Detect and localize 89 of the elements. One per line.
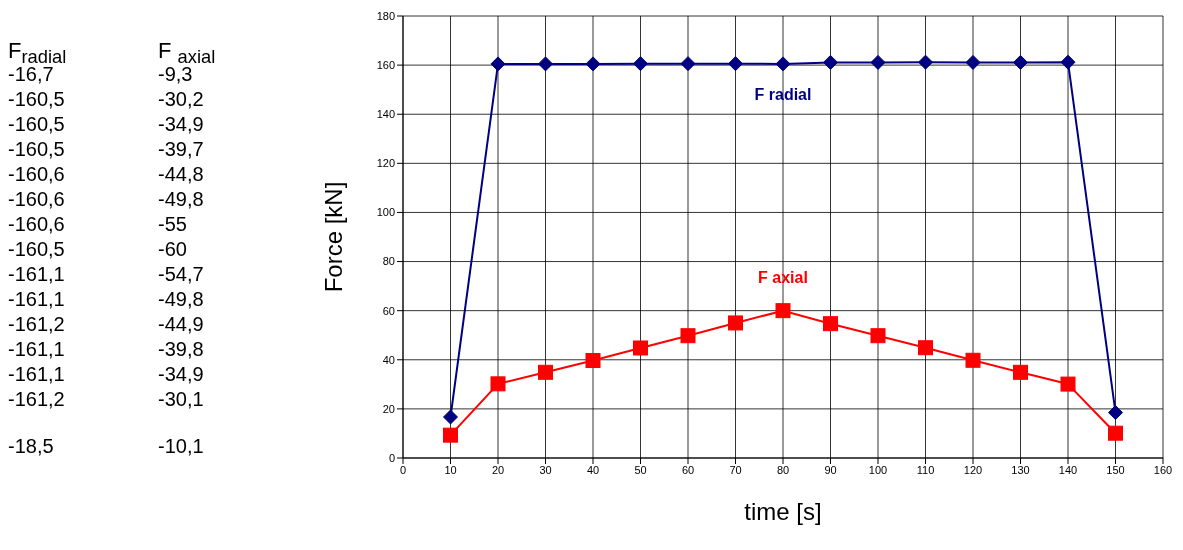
y-tick-label: 120 <box>376 157 395 170</box>
series-label: F radial <box>753 85 813 104</box>
text: -18,5 <box>8 435 55 459</box>
text: -161,2 <box>8 388 66 412</box>
point <box>1108 425 1123 441</box>
point <box>1013 54 1028 70</box>
x-tick-label: 0 <box>399 463 407 476</box>
text: -161,2 <box>8 313 66 337</box>
x-tick-label: 60 <box>681 463 695 476</box>
text: -44,9 <box>158 313 205 337</box>
point <box>965 54 981 70</box>
x-tick-label: 80 <box>776 463 790 476</box>
x-tick-label: 30 <box>539 463 552 476</box>
x-tick-label: 130 <box>1011 463 1030 476</box>
point <box>775 303 791 319</box>
text: -161,1 <box>8 288 66 312</box>
point <box>965 352 981 368</box>
y-tick-label: 0 <box>388 451 395 464</box>
point <box>490 376 506 392</box>
point <box>538 364 553 380</box>
text: -160,6 <box>8 188 66 212</box>
x-axis-title: time [s] <box>744 498 822 525</box>
point <box>1060 54 1076 70</box>
point <box>728 56 743 72</box>
text: -30,1 <box>158 388 205 412</box>
text: -34,9 <box>158 363 205 387</box>
text: -160,5 <box>8 238 66 262</box>
point <box>1108 405 1123 421</box>
x-tick-label: 70 <box>729 463 742 476</box>
text: -161,1 <box>8 263 66 287</box>
text: -160,5 <box>8 138 66 162</box>
text: -49,8 <box>158 188 205 212</box>
text: -60 <box>158 238 188 262</box>
text: -160,6 <box>8 163 66 187</box>
y-tick-label: 60 <box>382 304 395 317</box>
text: -49,8 <box>158 288 205 312</box>
text: -39,8 <box>158 338 205 362</box>
text: -34,9 <box>158 113 205 137</box>
text: -160,5 <box>8 113 66 137</box>
y-tick-label: 40 <box>382 353 395 366</box>
x-tick-label: 160 <box>1153 463 1173 476</box>
text: -160,5 <box>8 88 66 112</box>
text: -39,7 <box>158 138 205 162</box>
point <box>538 56 553 72</box>
point <box>633 56 648 72</box>
x-tick-label: 20 <box>491 463 505 476</box>
series-label: F axial <box>757 268 809 287</box>
point <box>918 340 933 356</box>
y-tick-label: 160 <box>376 59 395 72</box>
point <box>823 316 838 332</box>
point <box>775 56 791 72</box>
point <box>490 56 506 72</box>
x-tick-label: 120 <box>963 463 983 476</box>
point <box>680 56 696 72</box>
point <box>870 328 886 344</box>
x-tick-label: 50 <box>634 463 647 476</box>
y-axis-title: Force [kN] <box>319 181 347 293</box>
y-tick-label: 180 <box>376 9 395 22</box>
text: -55 <box>158 213 188 237</box>
y-tick-label: 140 <box>376 108 395 121</box>
text: -54,7 <box>158 263 205 287</box>
x-tick-label: 110 <box>916 463 935 476</box>
x-tick-label: 40 <box>586 463 600 476</box>
text: -160,6 <box>8 213 66 237</box>
text: -161,1 <box>8 338 66 362</box>
y-tick-label: 20 <box>382 402 395 415</box>
point <box>585 353 601 369</box>
point <box>680 328 696 344</box>
point <box>585 56 601 72</box>
x-tick-label: 10 <box>444 463 457 476</box>
text: -30,2 <box>158 88 205 112</box>
text: -10,1 <box>158 435 205 459</box>
point <box>823 54 838 70</box>
text: -161,1 <box>8 363 66 387</box>
point <box>728 315 743 331</box>
point <box>633 340 648 356</box>
x-tick-label: 140 <box>1058 463 1078 476</box>
point <box>443 427 458 443</box>
point <box>870 54 886 70</box>
point <box>443 409 458 425</box>
text: -44,8 <box>158 163 205 187</box>
y-tick-label: 100 <box>376 206 395 219</box>
x-tick-label: 150 <box>1106 463 1125 476</box>
y-tick-label: 80 <box>382 255 395 268</box>
point <box>918 54 933 70</box>
x-tick-label: 100 <box>868 463 888 476</box>
point <box>1013 364 1028 380</box>
x-tick-label: 90 <box>824 463 837 476</box>
point <box>1060 376 1076 392</box>
